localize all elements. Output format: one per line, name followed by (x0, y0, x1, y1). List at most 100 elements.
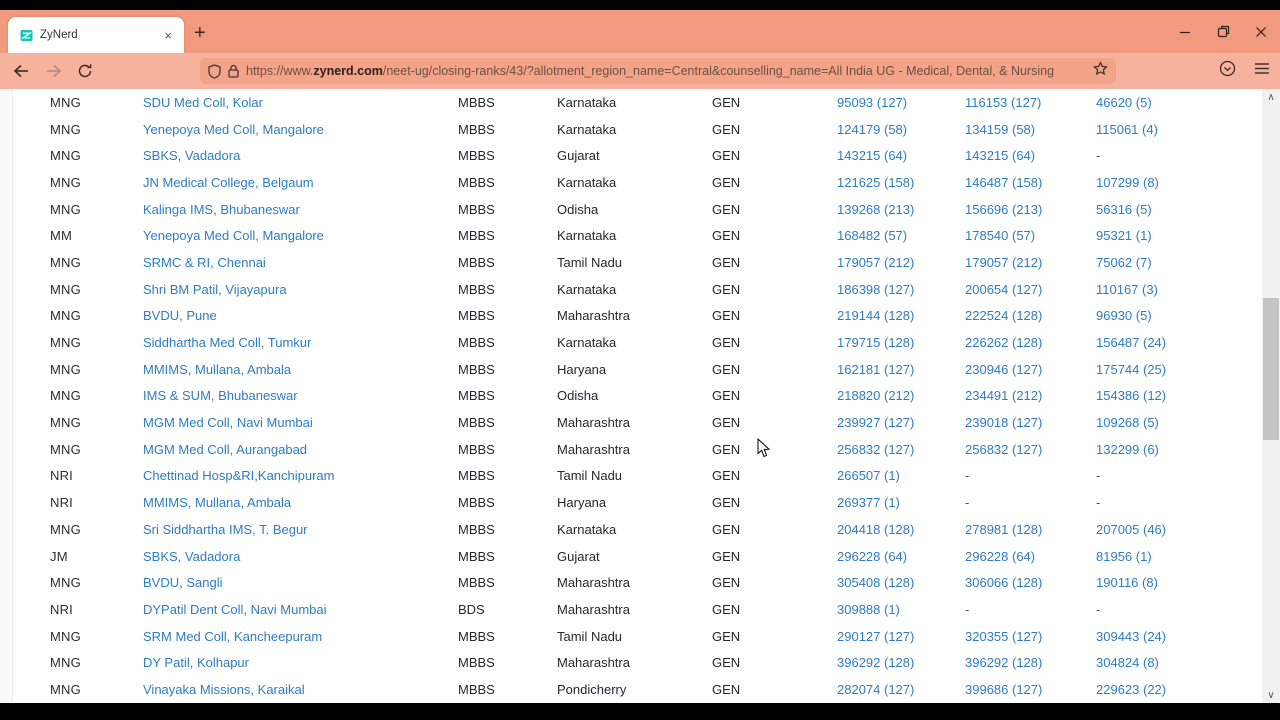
lock-icon[interactable] (228, 64, 239, 78)
rank-link[interactable]: 306066 (128) (965, 575, 1043, 591)
rank-link[interactable]: 139268 (213) (837, 201, 915, 217)
url-bar[interactable]: https://www.zynerd.com/neet-ug/closing-r… (200, 58, 1116, 84)
rank-link[interactable]: 278981 (128) (965, 521, 1043, 537)
minimize-icon[interactable] (1166, 10, 1204, 53)
college-link[interactable]: SBKS, Vadadora (143, 548, 241, 564)
rank-link[interactable]: 230946 (127) (965, 361, 1043, 377)
rank-link[interactable]: 229623 (22) (1096, 681, 1167, 697)
rank-link[interactable]: 396292 (128) (837, 655, 915, 671)
rank-link[interactable]: 154386 (12) (1096, 388, 1167, 404)
college-link[interactable]: Sri Siddhartha IMS, T. Begur (143, 521, 308, 537)
bookmark-star-icon[interactable] (1093, 61, 1108, 81)
rank-link[interactable]: 186398 (127) (837, 281, 915, 297)
rank-link[interactable]: 143215 (64) (837, 148, 908, 164)
vertical-scrollbar[interactable]: ∧ ∨ (1262, 89, 1280, 703)
college-link[interactable]: BVDU, Pune (143, 308, 217, 324)
rank-link[interactable]: 218820 (212) (837, 388, 915, 404)
college-link[interactable]: JN Medical College, Belgaum (143, 174, 314, 190)
rank-link[interactable]: 234491 (212) (965, 388, 1043, 404)
college-link[interactable]: IMS & SUM, Bhubaneswar (143, 388, 298, 404)
college-link[interactable]: MGM Med Coll, Aurangabad (143, 441, 308, 457)
rank-link[interactable]: 219144 (128) (837, 308, 915, 324)
rank-link[interactable]: 124179 (58) (837, 121, 908, 137)
url-text[interactable]: https://www.zynerd.com/neet-ug/closing-r… (246, 64, 1087, 78)
rank-link[interactable]: 256832 (127) (965, 441, 1043, 457)
college-link[interactable]: Vinayaka Missions, Karaikal (143, 681, 305, 697)
college-link[interactable]: SRM Med Coll, Kancheepuram (143, 628, 323, 644)
rank-link[interactable]: 95093 (127) (837, 94, 908, 110)
restore-icon[interactable] (1204, 10, 1242, 53)
rank-link[interactable]: 168482 (57) (837, 228, 908, 244)
rank-link[interactable]: 256832 (127) (837, 441, 915, 457)
close-icon[interactable] (1242, 10, 1280, 53)
scroll-up-icon[interactable]: ∧ (1267, 91, 1275, 103)
college-link[interactable]: BVDU, Sangli (143, 575, 223, 591)
scrollbar-thumb[interactable] (1263, 298, 1279, 440)
rank-link[interactable]: 226262 (128) (965, 335, 1043, 351)
reload-icon[interactable] (74, 60, 96, 82)
rank-link[interactable]: 56316 (5) (1096, 201, 1152, 217)
college-link[interactable]: Siddhartha Med Coll, Tumkur (143, 335, 312, 351)
new-tab-icon[interactable]: + (194, 22, 206, 44)
rank-link[interactable]: 75062 (7) (1096, 254, 1152, 270)
rank-link[interactable]: 116153 (127) (965, 94, 1042, 110)
rank-link[interactable]: 304824 (8) (1096, 655, 1159, 671)
tab-close-icon[interactable]: × (164, 27, 172, 43)
rank-link[interactable]: 115061 (4) (1096, 121, 1158, 137)
rank-link[interactable]: 266507 (1) (837, 468, 900, 484)
rank-link[interactable]: 81956 (1) (1096, 548, 1152, 564)
rank-link[interactable]: 143215 (64) (965, 148, 1036, 164)
rank-link[interactable]: 107299 (8) (1096, 174, 1159, 190)
rank-link[interactable]: 190116 (8) (1096, 575, 1158, 591)
rank-link[interactable]: 204418 (128) (837, 521, 915, 537)
college-link[interactable]: DY Patil, Kolhapur (143, 655, 249, 671)
menu-hamburger-icon[interactable] (1254, 62, 1270, 80)
rank-link[interactable]: 296228 (64) (837, 548, 908, 564)
rank-link[interactable]: 222524 (128) (965, 308, 1043, 324)
rank-link[interactable]: 305408 (128) (837, 575, 915, 591)
college-link[interactable]: MMIMS, Mullana, Ambala (143, 361, 292, 377)
rank-link[interactable]: 239018 (127) (965, 415, 1043, 431)
college-link[interactable]: Kalinga IMS, Bhubaneswar (143, 201, 300, 217)
rank-link[interactable]: 146487 (158) (965, 174, 1043, 190)
rank-link[interactable]: 109268 (5) (1096, 415, 1159, 431)
college-link[interactable]: Chettinad Hosp&RI,Kanchipuram (143, 468, 335, 484)
rank-link[interactable]: 309443 (24) (1096, 628, 1167, 644)
rank-link[interactable]: 239927 (127) (837, 415, 915, 431)
college-link[interactable]: Yenepoya Med Coll, Mangalore (143, 121, 324, 137)
forward-icon[interactable] (42, 60, 64, 82)
scroll-down-icon[interactable]: ∨ (1267, 689, 1275, 701)
rank-link[interactable]: 175744 (25) (1096, 361, 1167, 377)
rank-link[interactable]: 269377 (1) (837, 495, 900, 511)
college-link[interactable]: SRMC & RI, Chennai (143, 254, 266, 270)
rank-link[interactable]: 156487 (24) (1096, 335, 1167, 351)
rank-link[interactable]: 309888 (1) (837, 601, 900, 617)
rank-link[interactable]: 320355 (127) (965, 628, 1043, 644)
rank-link[interactable]: 121625 (158) (837, 174, 915, 190)
rank-link[interactable]: 282074 (127) (837, 681, 915, 697)
browser-tab[interactable]: ZyNerd × (8, 17, 184, 53)
college-link[interactable]: SDU Med Coll, Kolar (143, 94, 263, 110)
college-link[interactable]: Yenepoya Med Coll, Mangalore (143, 228, 324, 244)
rank-link[interactable]: 200654 (127) (965, 281, 1043, 297)
college-link[interactable]: SBKS, Vadadora (143, 148, 241, 164)
rank-link[interactable]: 95321 (1) (1096, 228, 1152, 244)
college-link[interactable]: Shri BM Patil, Vijayapura (143, 281, 287, 297)
rank-link[interactable]: 134159 (58) (965, 121, 1036, 137)
rank-link[interactable]: 399686 (127) (965, 681, 1043, 697)
back-icon[interactable] (10, 60, 32, 82)
tracking-shield-icon[interactable] (208, 63, 221, 79)
rank-link[interactable]: 207005 (46) (1096, 521, 1167, 537)
rank-link[interactable]: 156696 (213) (965, 201, 1043, 217)
protections-badge-icon[interactable] (1219, 60, 1236, 82)
college-link[interactable]: MGM Med Coll, Navi Mumbai (143, 415, 313, 431)
rank-link[interactable]: 132299 (6) (1096, 441, 1159, 457)
rank-link[interactable]: 110167 (3) (1096, 281, 1158, 297)
rank-link[interactable]: 46620 (5) (1096, 94, 1152, 110)
rank-link[interactable]: 290127 (127) (837, 628, 915, 644)
rank-link[interactable]: 162181 (127) (837, 361, 915, 377)
rank-link[interactable]: 396292 (128) (965, 655, 1043, 671)
rank-link[interactable]: 179715 (128) (837, 335, 915, 351)
college-link[interactable]: MMIMS, Mullana, Ambala (143, 495, 292, 511)
rank-link[interactable]: 178540 (57) (965, 228, 1036, 244)
